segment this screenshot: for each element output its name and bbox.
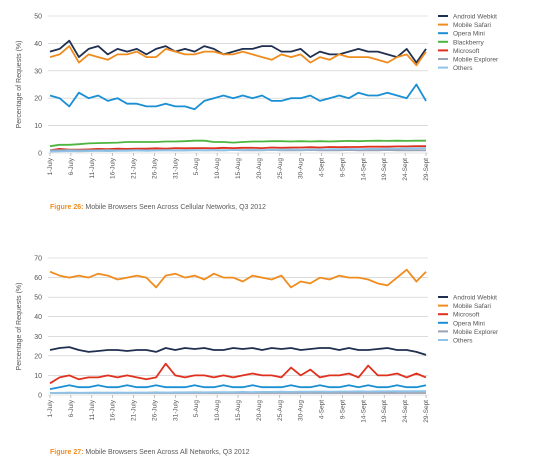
y-tick-label: 0 xyxy=(38,393,42,400)
x-tick-label: 31-July xyxy=(172,157,179,179)
y-axis-label: Percentage of Requests (%) xyxy=(16,283,23,371)
x-tick-label: 24-Sept xyxy=(402,158,409,181)
x-tick-label: 26-July xyxy=(151,157,158,179)
figure-27-text: Mobile Browsers Seen Across All Networks… xyxy=(83,449,250,456)
figure-26-text: Mobile Browsers Seen Across Cellular Net… xyxy=(83,204,266,211)
legend-label: Blackberry xyxy=(453,39,484,46)
chart-2: 0 10 20 30 40 50 60 70 Percentage of Requests (%… xyxy=(16,256,499,423)
y-tick-label: 40 xyxy=(34,41,42,48)
series-line-blackberry xyxy=(49,139,426,148)
x-tick-label: 10-Aug xyxy=(214,400,221,421)
x-tick-label: 30-Aug xyxy=(298,400,305,421)
series-line-others xyxy=(49,390,426,394)
x-tick-label: 15-Aug xyxy=(235,400,242,421)
legend-label: Others xyxy=(453,338,473,345)
legend-label: Mobile Explorer xyxy=(453,57,499,64)
legend-label: Others xyxy=(453,65,473,72)
legend-label: Mobile Safari xyxy=(453,303,491,310)
chart-1: 0 10 20 30 40 50 Percentage of Requests (%) 1-J… xyxy=(16,14,499,181)
series-line-others xyxy=(49,147,427,153)
y-tick-label: 10 xyxy=(34,123,42,130)
legend-label: Opera Mini xyxy=(453,320,485,327)
x-tick-label: 1-July xyxy=(47,157,54,175)
x-tick-label: 6-July xyxy=(68,399,75,417)
x-tick-label: 16-July xyxy=(110,157,117,179)
legend-label: Microsoft xyxy=(453,312,480,319)
x-tick-label: 6-July xyxy=(68,157,75,175)
x-tick-label: 29-Sept xyxy=(423,158,430,181)
x-tick-label: 21-July xyxy=(131,157,138,179)
legend-label: Android Webkit xyxy=(453,14,497,21)
y-tick-label: 10 xyxy=(34,373,42,380)
y-tick-label: 40 xyxy=(34,314,42,321)
x-tick-label: 1-July xyxy=(47,399,54,417)
y-tick-label: 50 xyxy=(34,295,42,302)
x-tick-label: 11-July xyxy=(89,399,96,420)
legend-label: Mobile Explorer xyxy=(453,329,499,336)
x-tick-label: 4-Sept xyxy=(319,400,326,419)
series-line-android-webkit xyxy=(49,346,427,356)
x-tick-label: 11-July xyxy=(89,157,96,178)
x-tick-label: 9-Sept xyxy=(339,158,346,177)
x-tick-label: 21-July xyxy=(131,399,138,421)
series-line-microsoft xyxy=(49,362,427,385)
x-tick-label: 16-July xyxy=(110,399,117,421)
legend-label: Microsoft xyxy=(453,48,480,55)
x-tick-label: 10-Aug xyxy=(214,158,221,179)
x-tick-label: 5-Aug xyxy=(193,158,200,176)
series-line-mobile-safari xyxy=(49,268,427,289)
series-line-microsoft xyxy=(49,145,426,152)
x-tick-label: 19-Sept xyxy=(381,400,388,423)
series-line-opera-mini xyxy=(49,384,427,390)
x-tick-label: 19-Sept xyxy=(381,158,388,181)
x-tick-label: 25-Aug xyxy=(277,400,284,421)
x-tick-label: 14-Sept xyxy=(360,158,367,181)
legend-label: Android Webkit xyxy=(453,295,497,302)
x-tick-label: 20-Aug xyxy=(256,400,263,421)
x-tick-label: 9-Sept xyxy=(339,400,346,419)
x-tick-label: 30-Aug xyxy=(298,158,305,179)
x-tick-label: 31-July xyxy=(172,399,179,421)
x-tick-label: 5-Aug xyxy=(193,400,200,418)
x-tick-label: 29-Sept xyxy=(423,400,430,423)
x-tick-label: 24-Sept xyxy=(402,400,409,423)
figure-27-label: Figure 27: xyxy=(50,449,84,456)
series-line-android-webkit xyxy=(49,39,427,64)
y-tick-label: 30 xyxy=(34,334,42,341)
legend-label: Opera Mini xyxy=(453,31,485,38)
figure-27-caption: Figure 27: Mobile Browsers Seen Across A… xyxy=(50,449,250,456)
series-line-opera-mini xyxy=(49,83,427,111)
x-tick-label: 26-July xyxy=(151,399,158,421)
y-tick-label: 20 xyxy=(34,353,42,360)
y-axis-label: Percentage of Requests (%) xyxy=(16,41,23,129)
figure-26-label: Figure 26: xyxy=(50,204,84,211)
y-tick-label: 50 xyxy=(34,14,42,21)
y-tick-label: 20 xyxy=(34,96,42,103)
y-tick-label: 70 xyxy=(34,256,42,263)
legend-label: Mobile Safari xyxy=(453,22,491,29)
y-tick-label: 30 xyxy=(34,68,42,75)
y-tick-label: 60 xyxy=(34,275,42,282)
x-tick-label: 20-Aug xyxy=(256,158,263,179)
series-line-mobile-safari xyxy=(49,45,427,67)
x-tick-label: 14-Sept xyxy=(360,400,367,423)
x-tick-label: 25-Aug xyxy=(277,158,284,179)
y-tick-label: 0 xyxy=(38,151,42,158)
figure-26-caption: Figure 26: Mobile Browsers Seen Across C… xyxy=(50,204,266,211)
x-tick-label: 4-Sept xyxy=(319,158,326,177)
x-tick-label: 15-Aug xyxy=(235,158,242,179)
